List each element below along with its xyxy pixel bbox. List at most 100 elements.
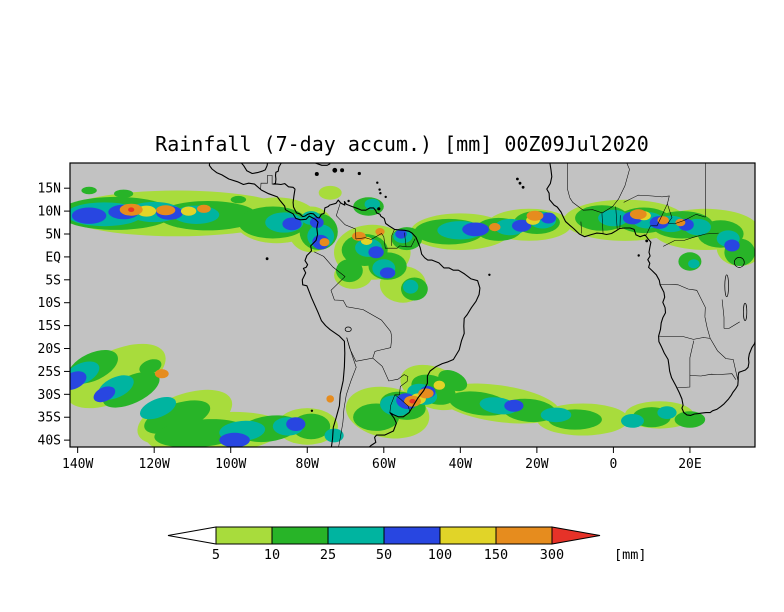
island	[521, 185, 525, 189]
island	[379, 192, 382, 195]
axis-labels: 140W 120W 100W 80W 60W 40W 20W 0 20E 15N 10N 5N EQ 5S…	[38, 182, 702, 472]
y-axis-tick-label: 40S	[38, 434, 61, 449]
colorbar-unit-label: [mm]	[614, 547, 647, 563]
x-axis-tick-label: 20W	[525, 457, 549, 472]
lake	[724, 274, 729, 298]
rain-cell-L150	[352, 231, 366, 241]
x-axis-tick-label: 80W	[296, 457, 320, 472]
rain-cell-L25	[598, 209, 629, 227]
rain-cell-L50	[724, 239, 740, 252]
rain-cell-L50	[512, 219, 532, 232]
rain-cell-L300	[128, 207, 135, 212]
country-border	[580, 221, 582, 234]
island	[347, 199, 350, 203]
colorbar-arrow-right	[551, 526, 601, 545]
colorbar-segment	[327, 526, 385, 545]
colorbar-tick-label: 100	[428, 547, 452, 563]
island	[357, 171, 361, 176]
colorbar-tick-label: 50	[376, 547, 392, 563]
country-border	[646, 203, 668, 236]
rain-cell-L50	[71, 207, 107, 224]
rain-cell-L25	[540, 407, 572, 423]
y-axis-tick-label: 25S	[38, 365, 61, 380]
island	[377, 207, 381, 211]
country-border	[663, 240, 676, 247]
rain-cell-L150	[375, 228, 385, 236]
rain-cell-L25	[402, 279, 419, 294]
country-border	[709, 338, 739, 381]
colorbar-tick-label: 150	[484, 547, 508, 563]
coastline	[208, 163, 346, 447]
y-axis-tick-label: 35S	[38, 411, 61, 426]
x-axis-tick-label: 40W	[449, 457, 473, 472]
rain-cell-L100	[433, 380, 445, 390]
rain-cell-L100	[180, 206, 197, 216]
country-border	[623, 194, 675, 225]
country-border	[675, 232, 719, 241]
y-axis-tick-label: EQ	[45, 250, 61, 265]
y-axis-tick-label: 15N	[38, 182, 61, 197]
lake	[743, 302, 748, 321]
rain-cell-L50	[379, 267, 396, 279]
island	[378, 188, 381, 191]
x-axis-tick-label: 120W	[139, 457, 170, 472]
country-border	[404, 232, 407, 247]
country-border	[314, 251, 346, 277]
rain-cell-L25	[621, 414, 644, 428]
rain-cell-L10	[674, 411, 706, 428]
rain-cell-L5	[318, 185, 342, 200]
country-border	[676, 340, 695, 389]
country-border	[724, 321, 740, 329]
map-plot-area: 140W 120W 100W 80W 60W 40W 20W 0 20E 15N 10N 5N EQ 5S…	[38, 162, 756, 472]
rain-cell-L150	[526, 210, 544, 221]
rain-cell-L150	[489, 223, 501, 232]
colorbar: 5 10 25 50 100 150 300 [mm]	[167, 526, 647, 563]
y-axis-tick-label: 5N	[45, 228, 61, 243]
country-border	[660, 284, 706, 317]
rain-cell-L50	[286, 417, 306, 431]
y-axis-tick-label: 20S	[38, 342, 61, 357]
rain-cell-L10	[139, 359, 162, 375]
y-axis-tick-label: 15S	[38, 319, 61, 334]
colorbar-tick-label: 25	[320, 547, 336, 563]
rain-cell-L10	[114, 189, 134, 198]
x-axis-tick-label: 60W	[372, 457, 396, 472]
rain-cell-L50	[504, 399, 524, 412]
x-axis-tick-label: 100W	[215, 457, 246, 472]
rain-cell-L10	[336, 259, 363, 283]
island	[645, 239, 649, 243]
rain-cell-L150	[675, 218, 686, 227]
rain-cell-L10	[230, 195, 247, 204]
rain-cell-L10	[438, 370, 468, 392]
colorbar-tick-label: 10	[264, 547, 280, 563]
coastline	[546, 163, 755, 416]
colorbar-segment	[439, 526, 497, 545]
island	[384, 195, 387, 199]
island	[488, 273, 491, 276]
rain-cell-L150	[657, 216, 669, 225]
y-axis-tick-label: 30S	[38, 388, 61, 403]
rain-cell-L25	[139, 396, 177, 420]
country-border	[674, 214, 706, 225]
geography-layer	[208, 163, 755, 447]
country-border	[335, 203, 357, 240]
rain-cell-L150	[319, 238, 330, 247]
rain-cell-L50	[395, 229, 407, 239]
rain-cell-L150	[418, 388, 434, 399]
rain-cell-L150	[156, 205, 176, 216]
colorbar-segment	[383, 526, 441, 545]
country-border	[704, 316, 711, 339]
colorbar-arrow-left	[167, 526, 217, 545]
chart-title: Rainfall (7-day accum.) [mm] 00Z09Jul202…	[155, 132, 649, 156]
country-border	[391, 229, 395, 246]
country-border	[569, 163, 630, 214]
country-border	[394, 394, 411, 412]
rain-cell-L50	[70, 371, 87, 390]
island	[518, 181, 522, 185]
rain-cell-L25	[364, 198, 380, 210]
lake	[733, 257, 745, 268]
island	[314, 172, 319, 176]
rain-cell-L50	[462, 222, 489, 237]
